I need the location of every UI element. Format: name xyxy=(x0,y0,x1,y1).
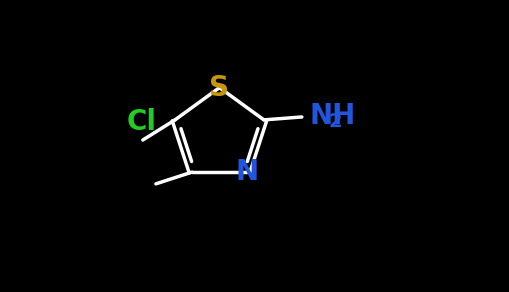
Text: 2: 2 xyxy=(328,112,342,131)
Text: Cl: Cl xyxy=(126,109,156,136)
Text: S: S xyxy=(210,74,230,102)
Text: N: N xyxy=(235,158,259,186)
Text: NH: NH xyxy=(309,102,355,130)
